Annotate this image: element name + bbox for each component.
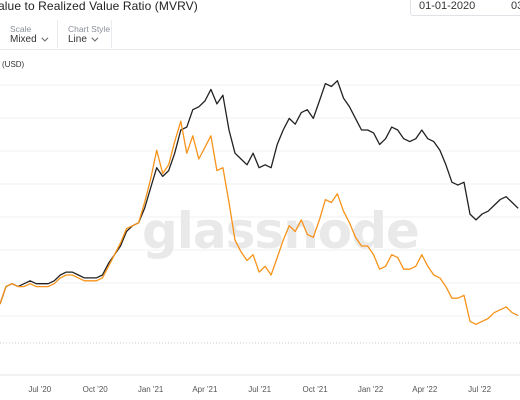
series-line-orange xyxy=(0,120,519,325)
date-range-end: 03 xyxy=(511,0,520,12)
chart-style-value: Line xyxy=(68,34,87,45)
x-tick-label: Jul '22 xyxy=(468,385,491,394)
chart-title: alue to Realized Value Ratio (MVRV) xyxy=(0,0,198,13)
x-tick-label: Jan '22 xyxy=(358,385,384,394)
chart-controls: Scale Mixed Chart Style Line xyxy=(0,20,520,48)
watermark: glassnode xyxy=(142,202,419,260)
chart-style-dropdown[interactable]: Chart Style Line xyxy=(58,20,112,48)
x-tick-label: Oct '21 xyxy=(303,385,329,394)
scale-value: Mixed xyxy=(10,34,37,45)
y-axis-unit-label: (USD) xyxy=(2,60,25,69)
scale-label: Scale xyxy=(10,24,32,34)
date-range-start: 01-01-2020 xyxy=(419,0,476,12)
x-tick-label: Apr '21 xyxy=(192,385,218,394)
gridlines xyxy=(0,84,520,376)
chart-style-label: Chart Style xyxy=(68,24,111,34)
x-tick-label: Apr '22 xyxy=(412,385,438,394)
x-tick-label: Oct '20 xyxy=(83,385,109,394)
date-range-picker[interactable]: 01-01-2020 03 xyxy=(410,0,520,16)
series-layer xyxy=(0,80,519,325)
header-divider xyxy=(0,49,520,50)
x-tick-label: Jul '21 xyxy=(248,385,271,394)
series-line-black xyxy=(0,80,519,305)
x-tick-label: Jan '21 xyxy=(138,385,164,394)
x-axis: Jul '20 Oct '20 Jan '21 Apr '21 Jul '21 Oct '… xyxy=(28,385,491,394)
scale-dropdown[interactable]: Scale Mixed xyxy=(0,20,58,48)
x-tick-label: Jul '20 xyxy=(28,385,51,394)
chart-header: alue to Realized Value Ratio (MVRV) 01-0… xyxy=(0,0,520,20)
